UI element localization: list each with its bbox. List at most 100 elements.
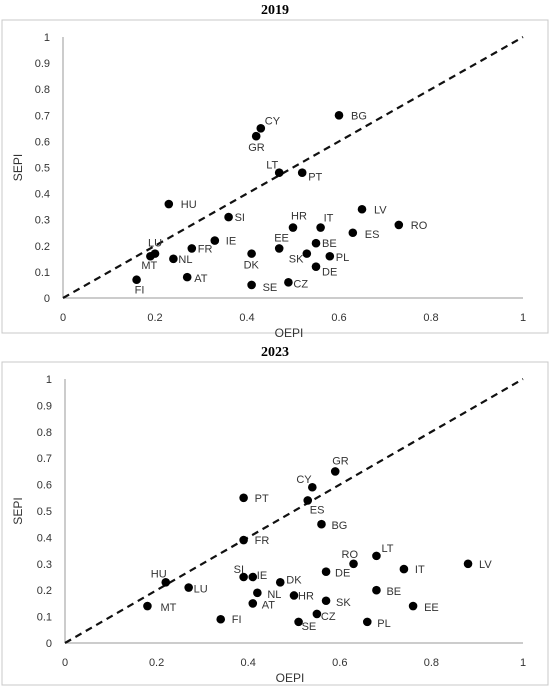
point-label-HR: HR — [298, 590, 314, 602]
y-tick-label: 0.2 — [37, 585, 52, 597]
y-tick-label: 0.8 — [37, 427, 52, 439]
y-tick-label: 0.9 — [35, 58, 50, 70]
x-tick-label: 0.6 — [332, 657, 347, 669]
point-label-IE: IE — [226, 236, 236, 248]
data-point-HR — [288, 223, 298, 232]
y-tick-label: 0.6 — [35, 136, 50, 148]
y-tick-label: 1 — [44, 32, 50, 44]
data-point-ES — [303, 496, 313, 505]
data-point-LV — [357, 204, 367, 214]
data-point-NL — [169, 254, 178, 264]
y-tick-label: 0.4 — [35, 189, 50, 201]
point-label-IE: IE — [257, 570, 267, 582]
data-point-CY — [308, 482, 317, 492]
data-point-SE — [247, 280, 256, 290]
point-label-NL: NL — [178, 254, 192, 266]
y-tick-label: 0.8 — [35, 84, 50, 96]
point-label-FR: FR — [198, 243, 213, 255]
point-label-PL: PL — [336, 252, 349, 264]
x-tick-label: 0.2 — [147, 312, 162, 324]
point-label-SE: SE — [302, 621, 317, 633]
y-tick-label: 1 — [46, 374, 52, 386]
point-label-BG: BG — [331, 520, 347, 532]
point-label-BE: BE — [322, 238, 337, 250]
data-point-RO — [349, 559, 358, 569]
data-point-IE — [248, 572, 258, 582]
data-point-FR — [239, 535, 248, 545]
data-point-CZ — [312, 609, 322, 619]
data-point-SI — [239, 572, 248, 582]
point-label-HU: HU — [181, 199, 197, 211]
data-point-FI — [216, 614, 226, 624]
data-point-BE — [311, 238, 321, 248]
y-tick-label: 0.5 — [35, 163, 50, 175]
data-point-GR — [330, 467, 340, 476]
data-point-DK — [247, 249, 256, 258]
y-tick-label: 0.1 — [37, 612, 52, 624]
x-tick-label: 0.8 — [423, 312, 438, 324]
x-tick-label: 0 — [62, 657, 68, 669]
data-point-CY — [256, 124, 266, 133]
point-label-ES: ES — [365, 229, 380, 241]
point-label-PT: PT — [308, 172, 322, 184]
point-label-FR: FR — [255, 535, 270, 547]
x-tick-label: 0 — [60, 312, 66, 324]
point-label-LT: LT — [266, 160, 278, 172]
point-label-LU: LU — [148, 238, 162, 250]
data-point-GR — [251, 131, 261, 141]
x-tick-label: 0.4 — [239, 312, 254, 324]
data-point-LT — [274, 168, 284, 178]
data-point-RO — [394, 220, 404, 230]
point-label-DK: DK — [286, 574, 302, 586]
chart-panel-2023: 2023 0 0.1 0.2 0.3 0.4 0.5 0.6 0.7 0.8 0.9 1 0 0.2 0.4… — [1, 345, 549, 686]
point-label-AT: AT — [194, 273, 208, 285]
y-tick-label: 0.1 — [35, 267, 50, 279]
point-label-AT: AT — [262, 599, 276, 611]
point-label-GR: GR — [332, 455, 349, 467]
x-tick-label: 0.6 — [331, 312, 346, 324]
point-label-FI: FI — [232, 614, 242, 626]
data-point-ES — [348, 228, 358, 238]
reference-line-y-equals-x — [62, 36, 524, 299]
y-tick-label: 0.6 — [37, 480, 52, 492]
point-label-DK: DK — [244, 260, 260, 272]
data-point-MT — [143, 601, 152, 611]
point-label-SK: SK — [336, 597, 351, 609]
data-point-PL — [325, 251, 335, 261]
x-axis-title: OEPI — [275, 326, 304, 340]
data-point-CZ — [284, 278, 293, 287]
point-label-CZ: CZ — [293, 278, 308, 290]
point-label-HR: HR — [291, 211, 307, 223]
data-point-BG — [317, 519, 326, 529]
data-point-MT — [146, 251, 155, 261]
chart-panel-2019: 2019 0 0.1 0.2 0.3 0.4 0.5 0.6 0.7 0.8 0.9 1 0 0.2 0.4… — [1, 3, 549, 340]
y-tick-label: 0.7 — [37, 453, 52, 465]
point-label-IT: IT — [415, 564, 425, 576]
data-point-SE — [294, 617, 303, 627]
y-tick-label: 0.2 — [35, 241, 50, 253]
point-label-DE: DE — [335, 568, 350, 580]
data-point-LV — [463, 559, 473, 569]
data-point-LU — [184, 583, 193, 592]
data-point-NL — [253, 588, 262, 598]
point-label-NL: NL — [267, 589, 281, 601]
y-tick-label: 0 — [46, 638, 52, 650]
point-label-BG: BG — [351, 110, 367, 122]
data-point-PT — [239, 493, 248, 503]
data-point-IT — [399, 564, 409, 574]
point-label-RO: RO — [342, 549, 359, 561]
point-label-HU: HU — [151, 568, 167, 580]
data-point-DE — [311, 262, 321, 271]
x-tick-label: 0.2 — [149, 657, 164, 669]
data-point-DE — [321, 567, 331, 577]
y-tick-label: 0 — [44, 293, 50, 305]
x-tick-label: 1 — [520, 657, 526, 669]
point-label-LT: LT — [381, 543, 393, 555]
point-label-SK: SK — [289, 254, 304, 266]
point-label-CZ: CZ — [321, 611, 336, 623]
chart-title: 2023 — [261, 345, 289, 360]
point-label-GR: GR — [248, 142, 265, 154]
chart-frame — [1, 361, 549, 686]
point-label-FI: FI — [135, 285, 145, 297]
